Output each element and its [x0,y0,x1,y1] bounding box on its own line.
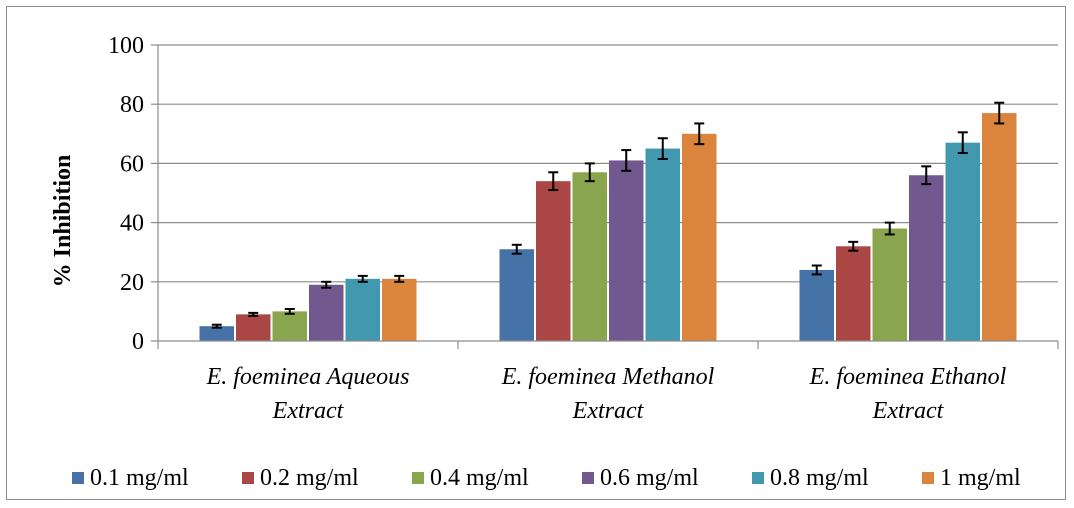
category-labels: E. foeminea Aqueous Extract E. foeminea Me… [206,364,1007,424]
error-bar [921,165,932,186]
legend-label: 0.2 mg/ml [260,465,359,491]
bar [236,314,271,341]
category-label: Extract [272,398,345,424]
y-tick-label: 20 [120,270,144,296]
error-bar [394,274,405,283]
legend-label: 0.1 mg/ml [90,465,189,491]
error-bar [321,280,332,289]
legend-item: 0.6 mg/ml [582,465,699,491]
error-bar [548,171,559,192]
category-label: Extract [572,398,645,424]
error-bar [357,274,368,283]
legend-label: 0.6 mg/ml [600,465,699,491]
bar [982,113,1017,341]
category-label: Extract [872,398,945,424]
error-bar [248,311,259,317]
error-bar [884,221,895,236]
legend-item: 0.2 mg/ml [242,465,359,491]
legend-item: 0.8 mg/ml [752,465,869,491]
y-tick-labels: 0 20 40 60 80 100 [108,33,144,355]
error-bar [584,162,595,183]
bar [345,278,380,341]
error-bar [811,264,822,276]
error-bar [694,122,705,146]
legend-swatch [752,472,764,484]
legend-swatch [242,472,254,484]
legend-label: 0.4 mg/ml [430,465,529,491]
category-label: E. foeminea Aqueous [206,364,410,390]
gridlines [151,44,1058,342]
bar [645,148,680,341]
error-bar [284,308,295,315]
y-tick-label: 60 [120,151,144,177]
error-bar [848,240,859,252]
bar [609,160,644,341]
bar [199,326,234,341]
y-tick-label: 80 [120,92,144,118]
legend-item: 0.1 mg/ml [72,465,189,491]
bar [836,246,871,341]
error-bars [211,101,1005,329]
legend-swatch [72,472,84,484]
error-bar [511,243,522,255]
y-tick-label: 40 [120,211,144,237]
legend-swatch [412,472,424,484]
bar [309,284,344,341]
bar [272,311,307,341]
error-bar [657,137,668,160]
legend-item: 1 mg/ml [922,465,1021,491]
bars [199,113,1017,341]
y-tick-label: 100 [108,33,144,59]
legend-swatch [922,472,934,484]
category-label: E. foeminea Ethanol [809,364,1007,390]
bar [536,181,571,341]
bar [572,172,607,341]
y-axis-label: % Inhibition [50,155,76,288]
chart-frame [6,6,1066,500]
legend-swatch [582,472,594,484]
bar [682,133,717,341]
error-bar [957,131,968,155]
legend-item: 0.4 mg/ml [412,465,529,491]
bar [499,249,534,341]
category-label: E. foeminea Methanol [501,364,715,390]
y-tick-label: 0 [132,329,144,355]
bar [799,269,834,341]
bar [909,175,944,341]
legend-label: 1 mg/ml [940,465,1021,491]
error-bar [994,101,1005,125]
error-bar [211,323,222,329]
bar [945,142,980,341]
bar [382,278,417,341]
legend: 0.1 mg/ml 0.2 mg/ml 0.4 mg/ml 0.6 mg/ml 0.8 … [72,465,1021,491]
legend-label: 0.8 mg/ml [770,465,869,491]
bar [872,228,907,341]
axes [157,45,1059,349]
error-bar [621,149,632,172]
